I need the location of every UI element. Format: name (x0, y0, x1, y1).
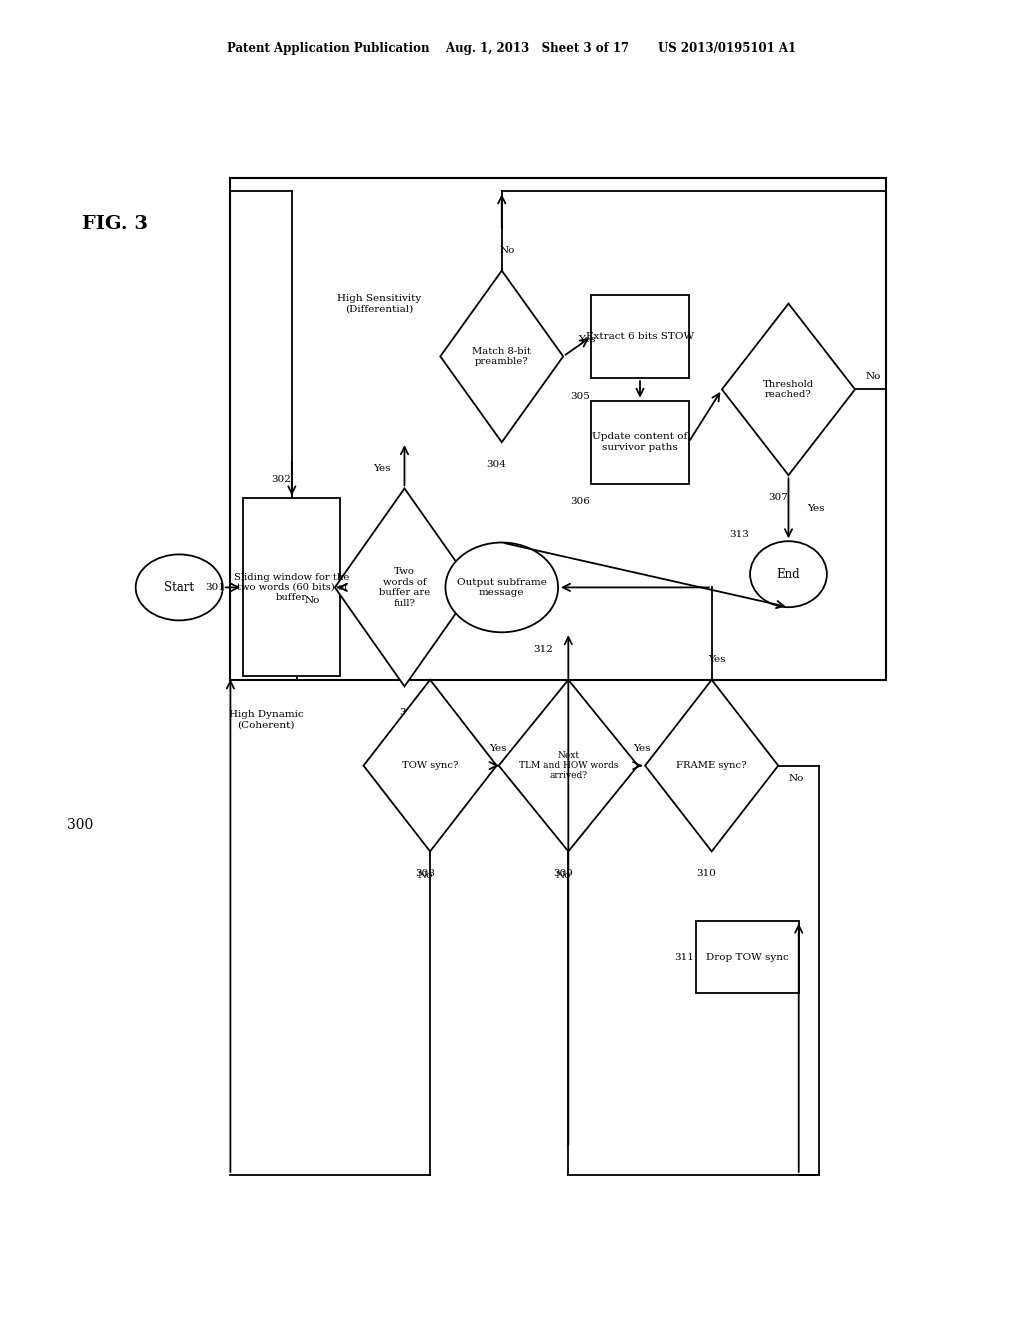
Text: FRAME sync?: FRAME sync? (677, 762, 746, 770)
Text: Yes: Yes (633, 744, 650, 752)
Text: Two
words of
buffer are
full?: Two words of buffer are full? (379, 568, 430, 607)
Text: Yes: Yes (708, 656, 726, 664)
Polygon shape (645, 680, 778, 851)
Text: Drop TOW sync: Drop TOW sync (707, 953, 788, 961)
Text: No: No (304, 597, 319, 605)
Text: Yes: Yes (807, 504, 824, 512)
Text: 304: 304 (486, 461, 507, 469)
Text: 302: 302 (271, 475, 292, 483)
Polygon shape (335, 488, 474, 686)
Text: 305: 305 (570, 392, 591, 400)
Text: 300: 300 (67, 818, 93, 832)
Polygon shape (364, 680, 497, 851)
Polygon shape (440, 271, 563, 442)
Text: 311: 311 (674, 953, 694, 961)
Text: 310: 310 (696, 870, 717, 878)
FancyBboxPatch shape (244, 498, 340, 676)
Text: 313: 313 (729, 531, 750, 539)
Text: No: No (788, 775, 804, 783)
FancyBboxPatch shape (696, 921, 799, 993)
Text: 306: 306 (570, 498, 591, 506)
Text: TOW sync?: TOW sync? (401, 762, 459, 770)
Text: High Dynamic
(Coherent): High Dynamic (Coherent) (229, 710, 303, 729)
Text: Yes: Yes (579, 335, 596, 343)
Text: Output subframe
message: Output subframe message (457, 578, 547, 597)
Ellipse shape (445, 543, 558, 632)
Text: No: No (865, 372, 881, 380)
FancyBboxPatch shape (592, 400, 688, 483)
Text: Sliding window for the
two words (60 bits) of
buffer: Sliding window for the two words (60 bit… (234, 573, 349, 602)
Text: Threshold
reached?: Threshold reached? (763, 380, 814, 399)
Text: 307: 307 (768, 494, 788, 502)
Polygon shape (499, 680, 638, 851)
Text: 309: 309 (553, 870, 573, 878)
Text: High Sensitivity
(Differential): High Sensitivity (Differential) (337, 294, 421, 313)
Text: Patent Application Publication    Aug. 1, 2013   Sheet 3 of 17       US 2013/019: Patent Application Publication Aug. 1, 2… (227, 42, 797, 55)
FancyBboxPatch shape (592, 296, 688, 378)
Text: Match 8-bit
preamble?: Match 8-bit preamble? (472, 347, 531, 366)
Text: Update content of
survivor paths: Update content of survivor paths (592, 433, 688, 451)
Text: 312: 312 (532, 645, 553, 653)
Text: End: End (776, 568, 801, 581)
Text: Yes: Yes (373, 465, 391, 473)
Text: No: No (417, 871, 433, 879)
Text: Extract 6 bits STOW: Extract 6 bits STOW (586, 333, 694, 341)
Ellipse shape (750, 541, 827, 607)
Text: Next
TLM and HOW words
arrived?: Next TLM and HOW words arrived? (518, 751, 618, 780)
Text: No: No (499, 247, 515, 255)
Text: FIG. 3: FIG. 3 (82, 215, 147, 234)
Polygon shape (722, 304, 855, 475)
Text: 303: 303 (399, 709, 420, 717)
Text: 301: 301 (205, 583, 224, 591)
Ellipse shape (135, 554, 223, 620)
Text: Start: Start (164, 581, 195, 594)
Text: 308: 308 (415, 870, 435, 878)
Text: No: No (555, 871, 571, 879)
Text: Yes: Yes (488, 744, 507, 752)
